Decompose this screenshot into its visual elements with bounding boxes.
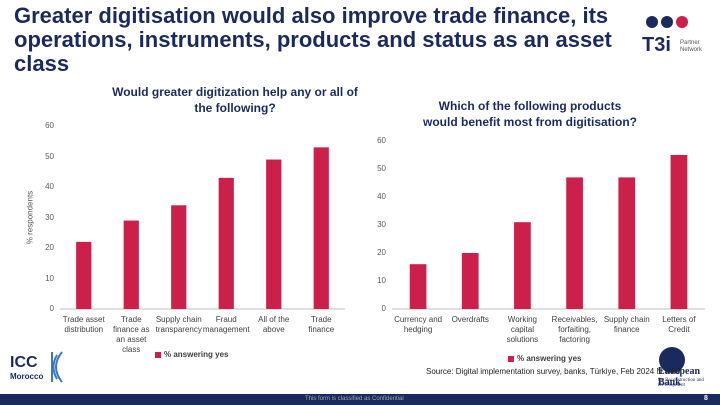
- y-tick-label: 10: [45, 273, 54, 283]
- y-tick-label: 0: [49, 304, 54, 313]
- ebrd-logo-mark: [659, 347, 685, 373]
- legend-label: % answering yes: [164, 350, 229, 359]
- x-tick-label: Fraud management: [202, 315, 250, 334]
- x-tick-label: Trade finance: [308, 315, 335, 334]
- legend-swatch: [508, 356, 514, 362]
- x-tick-label: Trade asset distribution: [62, 315, 105, 334]
- x-tick-label: All of the above: [258, 315, 290, 334]
- y-tick-label: 10: [377, 276, 386, 285]
- x-tick-label: Overdrafts: [451, 315, 489, 324]
- y-tick-label: 50: [377, 164, 386, 173]
- y-tick-label: 20: [377, 248, 386, 257]
- ebrd-subtext: for Reconstruction and Development: [658, 378, 704, 388]
- y-tick-label: 30: [45, 212, 54, 222]
- bar: [123, 220, 139, 309]
- page-number: 8: [704, 395, 708, 402]
- y-tick-label: 0: [381, 304, 386, 313]
- footer-bar: [0, 394, 720, 405]
- logo-subtext: Partner Network: [680, 40, 703, 53]
- logo-dot: [646, 16, 658, 28]
- bar: [461, 253, 479, 309]
- chart-title: Would greater digitization help any or a…: [112, 85, 358, 115]
- y-tick-label: 20: [45, 243, 54, 252]
- bar: [266, 159, 282, 309]
- y-tick-label: 60: [377, 136, 386, 145]
- bar: [76, 241, 92, 309]
- chart-title: Which of the following products would be…: [423, 99, 637, 129]
- x-tick-label: Supply chain finance: [603, 315, 650, 334]
- slide-title: Greater digitisation would also improve …: [14, 3, 612, 76]
- y-tick-label: 60: [45, 121, 54, 130]
- x-tick-label: Currency and hedging: [394, 315, 443, 334]
- y-tick-label: 30: [377, 220, 386, 229]
- x-tick-label: Trade finance as an asset class: [113, 315, 150, 354]
- legend-swatch: [155, 352, 161, 358]
- logo-text: T3i: [642, 34, 671, 56]
- legend-label: % answering yes: [517, 354, 582, 363]
- bar: [313, 147, 329, 309]
- logo-dot: [661, 16, 673, 28]
- bar: [514, 222, 531, 309]
- y-tick-label: 40: [45, 182, 54, 191]
- y-tick-label: 50: [45, 151, 54, 161]
- icc-subtext: Morocco: [10, 372, 44, 381]
- bar: [171, 205, 187, 309]
- x-tick-label: Supply chain transparency: [155, 315, 202, 334]
- bar: [618, 177, 636, 309]
- icc-logo-mark: [51, 351, 63, 383]
- ebrd-text: European Bank: [658, 366, 701, 388]
- bar: [218, 177, 234, 309]
- bar: [409, 264, 427, 309]
- x-tick-label: Working capital solutions: [506, 315, 539, 344]
- classification: This form is classified as Confidential: [305, 396, 404, 402]
- icc-text: ICC: [10, 354, 38, 371]
- x-tick-label: Receivables, forfaiting, factoring: [551, 315, 598, 344]
- source-note: Source: Digital implementation survey, b…: [426, 367, 681, 376]
- x-tick-label: Letters of Credit: [662, 315, 696, 334]
- y-tick-label: 40: [377, 192, 386, 201]
- logo-dot: [676, 16, 688, 28]
- bar: [566, 177, 583, 309]
- bar: [670, 155, 688, 309]
